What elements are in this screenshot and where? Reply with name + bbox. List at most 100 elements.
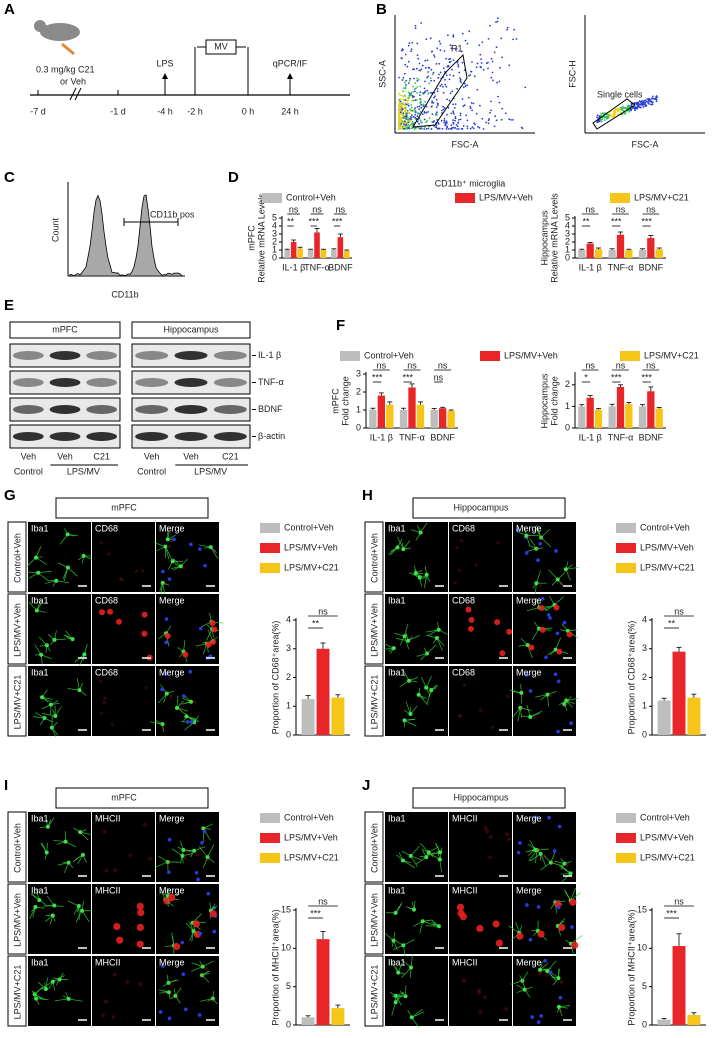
process [534,526,542,538]
cell [199,973,204,978]
event-dot [452,119,454,122]
event-dot [416,80,419,82]
signal [138,982,143,986]
event-dot [492,79,494,82]
y-axis-title: Proportion of CD68⁺area(%) [270,621,280,735]
y-tick-label: 2 [565,379,570,389]
legend-label: Control+Veh [640,812,690,822]
event-dot [453,113,455,115]
legend-label: LPS/MV+C21 [640,852,695,862]
micrograph [156,522,219,592]
signal [120,578,124,582]
signal [183,856,187,860]
event-dot [402,125,404,128]
sig-label: ns [438,360,448,370]
signal [457,568,461,572]
event-dot [442,85,444,88]
cell [36,570,41,575]
event-dot [449,74,451,76]
event-dot [494,115,496,118]
event-dot [418,105,421,108]
event-label: LPS [156,58,173,68]
cell [539,535,544,540]
event-dot [408,118,411,121]
micrograph [28,812,91,882]
process [439,859,443,873]
legend-swatch [455,193,475,203]
band [135,351,169,360]
event-dot [398,120,400,122]
cell [391,646,396,651]
signal [569,898,577,906]
bar [297,248,303,258]
event-dot [422,105,425,107]
signal [551,860,556,865]
event-dot [463,104,466,107]
event-dot [495,21,497,23]
event-dot [656,96,658,99]
event-dot [430,50,433,53]
legend-label: LPS/MV+C21 [284,852,339,862]
event-dot [416,42,419,45]
cell [424,855,429,860]
micrograph [28,666,91,736]
signal [211,998,215,1003]
cell [34,996,39,1001]
bar [625,250,633,258]
event-dot [500,37,503,40]
legend-swatch [262,193,282,203]
event-dot [596,114,599,117]
event-dot [429,77,432,80]
sig-label: ns [312,204,322,214]
process [415,856,427,865]
cell [426,850,431,855]
cell [40,695,45,700]
bar [320,250,327,258]
cell [545,692,550,697]
event-dot [423,118,426,121]
bar [672,946,686,1025]
signal [128,853,133,858]
row-label: Control+Veh [369,823,379,873]
event-dot [649,100,652,103]
event-dot [427,93,429,95]
event-dot [464,85,467,88]
event-dot [441,109,443,112]
legend-swatch [480,351,500,361]
event-dot [414,111,417,114]
event-dot [643,102,646,104]
event-dot [508,64,511,67]
event-dot [416,91,418,94]
event-dot [468,30,471,33]
event-dot [601,118,603,121]
cell [401,943,406,948]
region-box [131,321,251,339]
cell [43,987,48,992]
region-box [9,321,121,339]
band [49,378,81,387]
bar [377,395,386,428]
signal [182,566,186,570]
sig-label: ** [312,618,320,628]
signal [193,700,197,704]
nucleus [182,694,186,698]
process [426,629,439,633]
sig-label: ns [616,204,626,214]
cell [420,919,425,924]
cell [401,858,406,863]
event-dot [609,114,612,117]
event-dot [456,87,458,90]
process [202,960,214,967]
nucleus [189,720,194,724]
gate [592,98,636,130]
cell [538,851,543,856]
event-dot [496,20,499,23]
signal [209,910,217,918]
event-dot [427,111,429,113]
bar [314,232,320,258]
process [410,845,420,857]
event-dot [641,100,644,102]
y-axis-title: Relative mRNA Levels [549,193,559,283]
bar [687,1015,701,1025]
event-dot [410,127,413,129]
